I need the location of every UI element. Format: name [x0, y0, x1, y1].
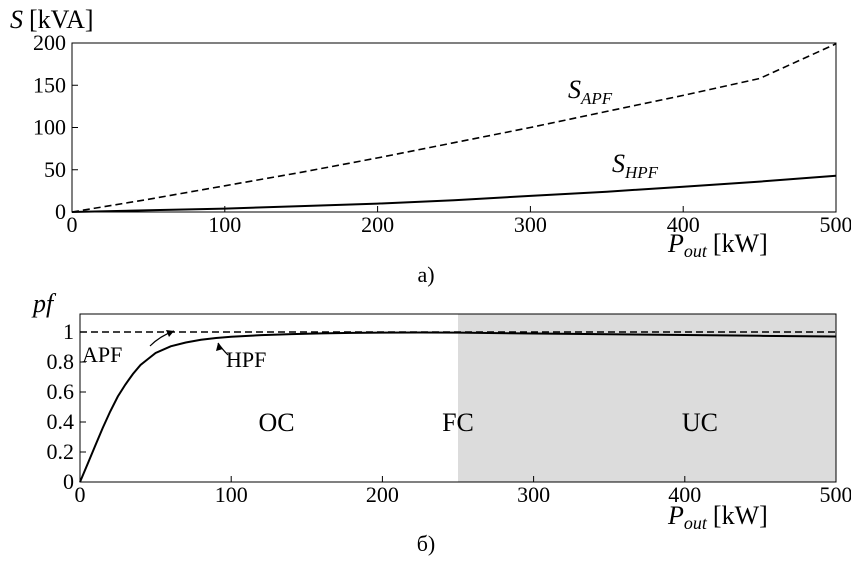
annotation-arrowhead-apf: [166, 330, 174, 337]
x-tick-label-0-3: 300: [514, 212, 547, 237]
x-tick-label-0-5: 500: [820, 212, 851, 237]
series-group-top: [71, 43, 837, 213]
x-tick-label-1-5: 500: [820, 482, 851, 507]
x-tick-label-1-0: 0: [75, 482, 86, 507]
series-label-hpf-top: SHPF: [612, 149, 659, 182]
series-group-bottom: [79, 331, 837, 483]
y-tick-label-1-1: 0.2: [47, 439, 75, 464]
y-tick-label-1-3: 0.6: [47, 379, 75, 404]
region-label-uc: UC: [682, 408, 718, 437]
y-tick-label-1-5: 1: [63, 319, 74, 344]
series-label-apf-main: S: [568, 75, 581, 104]
subfigure-label-b: б): [417, 531, 436, 556]
x-tick-label-0-1: 100: [208, 212, 241, 237]
plot-frame-top: [71, 42, 837, 213]
y-tick-label-1-0: 0: [63, 469, 74, 494]
y-tick-label-1-2: 0.4: [47, 409, 75, 434]
y-tick-label-0-1: 50: [44, 157, 66, 182]
shaded-region-uc: [458, 314, 836, 482]
y-axis-label-bottom: pf: [31, 289, 57, 318]
x-tick-label-0-4: 400: [667, 212, 700, 237]
x-axis-unit-top: [kW]: [713, 229, 768, 258]
x-tick-label-0-0: 0: [67, 212, 78, 237]
x-axis-label-bottom: Pout [kW]: [667, 501, 768, 533]
x-tick-label-1-1: 100: [215, 482, 248, 507]
y-tick-label-0-4: 200: [33, 30, 66, 55]
x-axis-unit-bottom: [kW]: [713, 501, 768, 530]
x-axis-subscript-bottom: out: [684, 513, 708, 533]
y-tick-label-0-3: 150: [33, 72, 66, 97]
x-tick-label-1-2: 200: [366, 482, 399, 507]
x-axis-symbol-top: P: [667, 229, 684, 258]
x-tick-label-0-2: 200: [361, 212, 394, 237]
series-line-hpf-1: [79, 331, 837, 483]
y-tick-label-0-0: 0: [55, 199, 66, 224]
x-axis-symbol-bottom: P: [667, 501, 684, 530]
series-label-hpf-main: S: [612, 149, 625, 178]
series-line-apf-0: [71, 43, 837, 213]
y-tick-label-0-2: 100: [33, 115, 66, 140]
y-tick-label-1-4: 0.8: [47, 349, 75, 374]
annotation-arrowhead-hpf: [216, 343, 223, 351]
plot-frame-bottom: [79, 313, 837, 483]
region-labels: OC FC UC: [258, 408, 717, 437]
series-label-apf-top: SAPF: [568, 75, 613, 108]
region-label-oc: OC: [258, 408, 294, 437]
y-axis-unit-top: [kVA]: [29, 5, 94, 34]
region-label-fc: FC: [442, 408, 474, 437]
annotation-apf: APF: [82, 342, 122, 367]
annotation-hpf: HPF: [226, 347, 266, 372]
x-axis-label-top: Pout [kW]: [667, 229, 768, 261]
x-tick-label-1-3: 300: [517, 482, 550, 507]
subfigure-label-a: a): [417, 262, 434, 287]
series-label-hpf-sub: HPF: [624, 163, 659, 182]
x-axis-subscript-top: out: [684, 241, 708, 261]
x-tick-label-1-4: 400: [668, 482, 701, 507]
ticks-group-top: 0 100 200 300 400 500 0 50 100 150 200: [33, 30, 851, 237]
y-axis-symbol-top: S: [10, 5, 23, 34]
series-label-apf-sub: APF: [580, 89, 613, 108]
series-line-hpf-0: [71, 174, 837, 213]
y-axis-label-top: S [kVA]: [10, 5, 94, 34]
